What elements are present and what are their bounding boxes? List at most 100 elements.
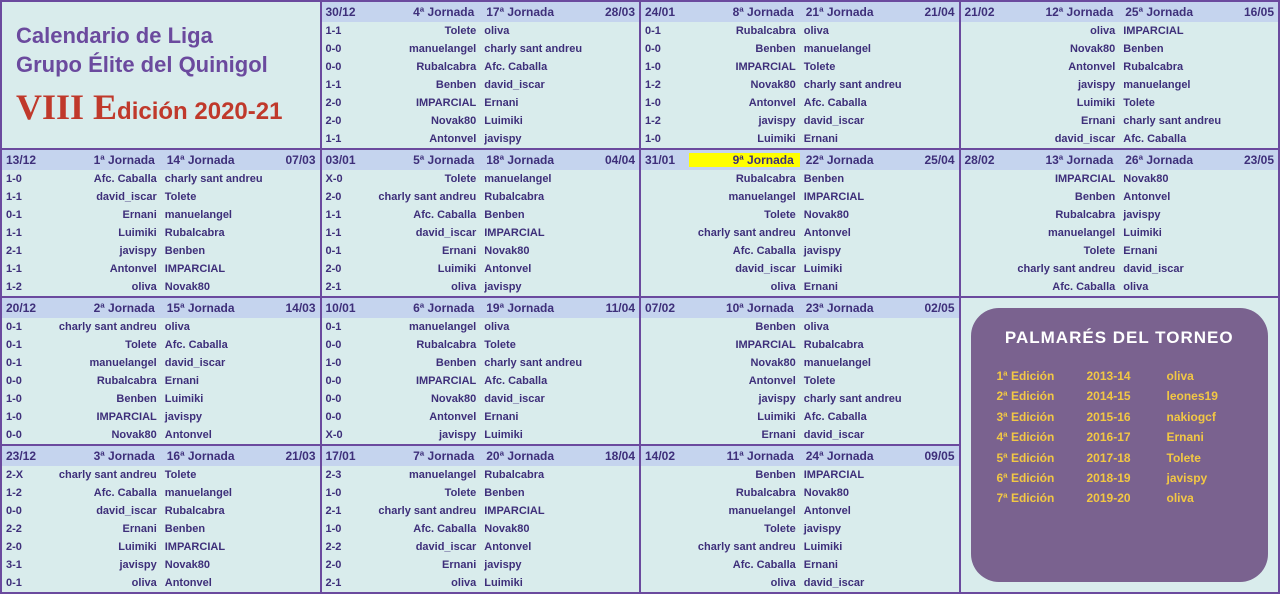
home-team: Tolete [370,25,481,37]
away-team: IMPARCIAL [161,263,272,275]
away-team: Benben [480,209,591,221]
match-row: olivaIMPARCIAL [961,22,1279,40]
home-team: Novak80 [1009,43,1120,55]
date-left: 23/12 [6,449,50,463]
away-team: david_iscar [1119,263,1230,275]
away-team: Tolete [480,339,591,351]
date-right: 16/05 [1230,5,1274,19]
jornada-header: 21/0212ª Jornada25ª Jornada16/05 [961,2,1279,22]
date-left: 21/02 [965,5,1009,19]
away-team: IMPARCIAL [480,505,591,517]
score: X-0 [326,173,370,185]
home-team: oliva [370,577,481,589]
jornada-left: 4ª Jornada [370,5,481,19]
away-team: david_iscar [800,429,911,441]
away-team: Ernani [800,559,911,571]
home-team: IMPARCIAL [370,375,481,387]
away-team: Antonvel [480,263,591,275]
date-right: 07/03 [272,153,316,167]
palmares-row: 5ª Edición2017-18Tolete [997,448,1243,468]
palmares-winner: oliva [1167,488,1243,508]
home-team: Afc. Caballa [689,245,800,257]
jornada-left: 5ª Jornada [370,153,481,167]
away-team: javispy [480,281,591,293]
home-team: Rubalcabra [50,375,161,387]
date-left: 13/12 [6,153,50,167]
home-team: david_iscar [370,227,481,239]
away-team: javispy [800,245,911,257]
match-rows: 2-3manuelangelRubalcabra1-0ToleteBenben2… [322,466,640,592]
match-row: 0-1Ernanimanuelangel [2,206,320,224]
away-team: charly sant andreu [480,43,591,55]
match-row: 0-1manuelangeldavid_iscar [2,354,320,372]
date-left: 10/01 [326,301,370,315]
match-row: 0-0RubalcabraErnani [2,372,320,390]
palmares-cell: PALMARÉS DEL TORNEO1ª Edición2013-14oliv… [960,297,1280,593]
home-team: Afc. Caballa [689,559,800,571]
home-team: Benben [370,79,481,91]
home-team: Antonvel [689,375,800,387]
jornada-header: 17/017ª Jornada20ª Jornada18/04 [322,446,640,466]
away-team: charly sant andreu [1119,115,1230,127]
away-team: oliva [480,25,591,37]
palmares-winner: Tolete [1167,448,1243,468]
jornada-header: 03/015ª Jornada18ª Jornada04/04 [322,150,640,170]
match-row: 1-0Afc. Caballacharly sant andreu [2,170,320,188]
title-line1: Calendario de Liga [16,22,306,51]
score: 1-1 [326,133,370,145]
date-left: 14/02 [645,449,689,463]
match-row: 1-0ToleteBenben [322,484,640,502]
score: 1-0 [326,523,370,535]
match-row: 1-2Afc. Caballamanuelangel [2,484,320,502]
score: 0-1 [645,25,689,37]
home-team: charly sant andreu [689,227,800,239]
away-team: Benben [161,523,272,535]
palmares-year: 2016-17 [1087,427,1167,447]
match-rows: 0-1manuelangeloliva0-0RubalcabraTolete1-… [322,318,640,444]
away-team: Ernani [161,375,272,387]
match-row: 2-1olivajavispy [322,278,640,296]
home-team: manuelangel [689,191,800,203]
away-team: manuelangel [800,357,911,369]
match-row: Toletejavispy [641,520,959,538]
palmares-edition: 3ª Edición [997,407,1087,427]
score: 1-0 [645,133,689,145]
score: 0-1 [6,577,50,589]
match-row: 1-2Novak80charly sant andreu [641,76,959,94]
palmares-winner: javispy [1167,468,1243,488]
match-row: 0-1manuelangeloliva [322,318,640,336]
score: 0-0 [645,43,689,55]
away-team: Luimiki [161,393,272,405]
home-team: Tolete [50,339,161,351]
home-team: IMPARCIAL [689,61,800,73]
match-row: ToleteNovak80 [641,206,959,224]
match-row: Rubalcabrajavispy [961,206,1279,224]
palmares-winner: nakiogcf [1167,407,1243,427]
score: 2-0 [326,263,370,275]
jornada-right: 15ª Jornada [161,301,272,315]
jornada-left: 12ª Jornada [1009,5,1120,19]
away-team: charly sant andreu [800,79,911,91]
home-team: Ernani [370,245,481,257]
score: 1-0 [6,393,50,405]
score: 2-X [6,469,50,481]
away-team: charly sant andreu [800,393,911,405]
away-team: javispy [480,559,591,571]
match-rows: 0-1Rubalcabraoliva0-0Benbenmanuelangel1-… [641,22,959,148]
home-team: Antonvel [689,97,800,109]
date-left: 20/12 [6,301,50,315]
away-team: IMPARCIAL [161,541,272,553]
match-row: LuimikiAfc. Caballa [641,408,959,426]
score: 2-0 [326,115,370,127]
score: 1-1 [326,25,370,37]
date-right: 04/04 [591,153,635,167]
score: 0-1 [326,321,370,333]
jornada-right: 18ª Jornada [480,153,591,167]
match-row: 2-1charly sant andreuIMPARCIAL [322,502,640,520]
away-team: Antonvel [480,541,591,553]
date-right: 09/05 [911,449,955,463]
jornada-left: 8ª Jornada [689,5,800,19]
home-team: Ernani [50,209,161,221]
match-row: 0-1olivaAntonvel [2,574,320,592]
match-row: RubalcabraBenben [641,170,959,188]
